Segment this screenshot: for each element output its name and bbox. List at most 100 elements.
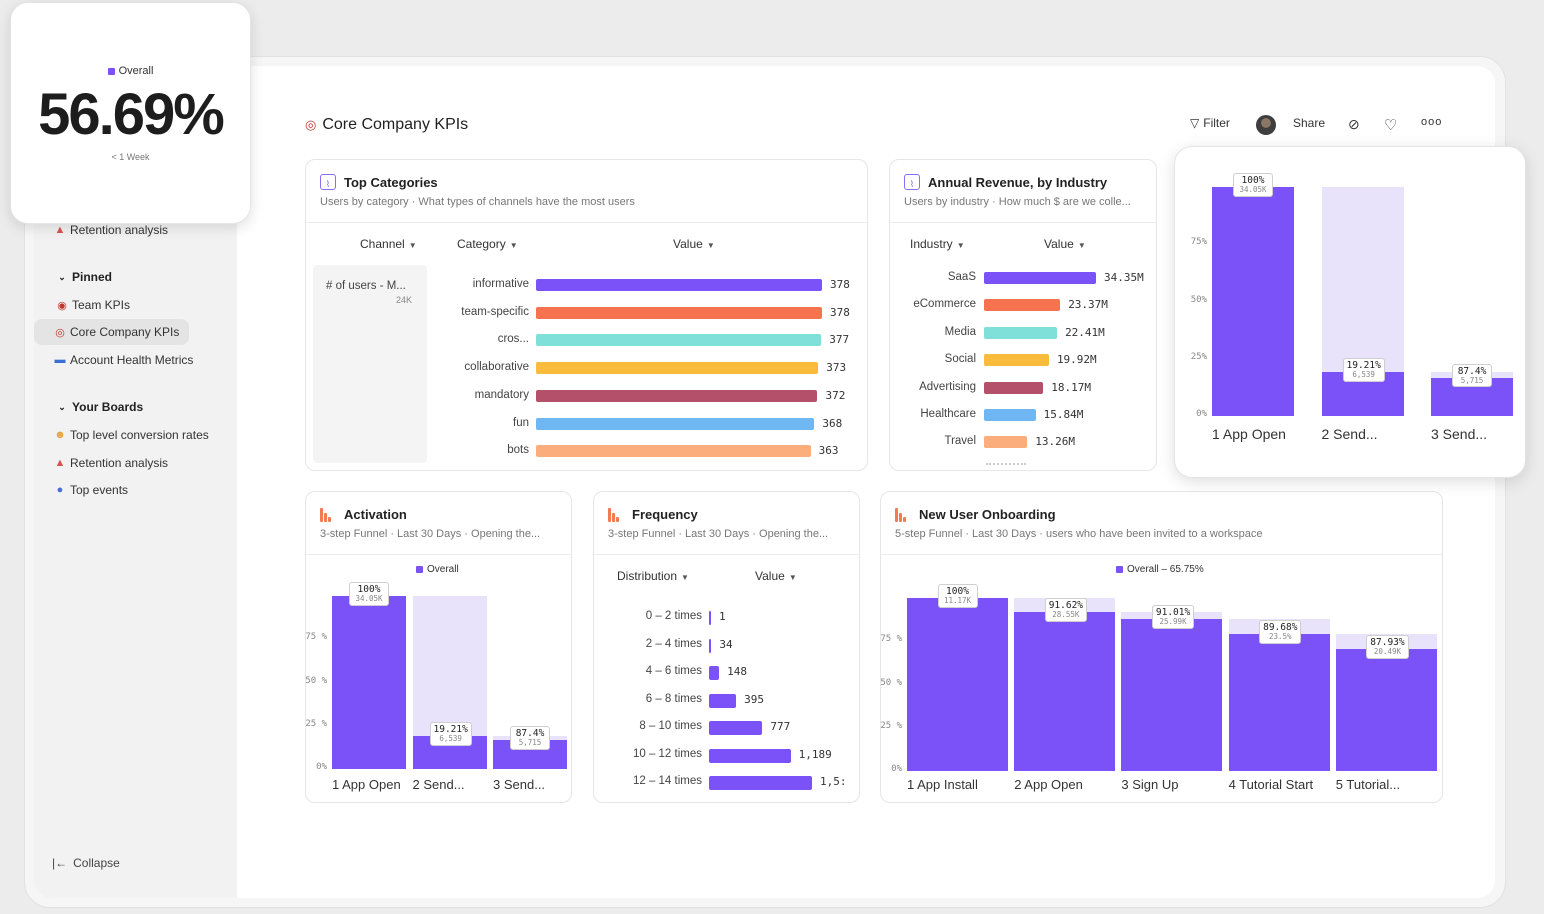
conversion-tag: 100% 34.05K bbox=[1233, 173, 1273, 197]
conversion-bar bbox=[1228, 634, 1330, 771]
card-title: Frequency bbox=[632, 506, 698, 522]
step-label: 2 App Open bbox=[1014, 777, 1083, 792]
conversion-tag: 87.93% 20.49K bbox=[1366, 634, 1409, 659]
conversion-tag: 87.4% 5,715 bbox=[1452, 363, 1492, 388]
bar bbox=[709, 721, 763, 735]
column-header-category[interactable]: Category ▼ bbox=[457, 237, 518, 251]
sidebar-item-top-events[interactable]: ● Top events bbox=[54, 483, 128, 497]
legend-swatch bbox=[107, 67, 115, 75]
bar bbox=[984, 381, 1044, 394]
sidebar-item-retention-partial[interactable]: ▲ Retention analysis bbox=[54, 223, 169, 237]
your-boards-section-toggle[interactable]: ⌄ Your Boards bbox=[56, 400, 143, 414]
column-header-value[interactable]: Value ▼ bbox=[673, 237, 715, 251]
bar-label: SaaS bbox=[947, 271, 976, 283]
heart-icon[interactable]: ♡ bbox=[1384, 117, 1398, 134]
annual-revenue-card[interactable]: ⌇ Annual Revenue, by Industry Users by i… bbox=[889, 159, 1157, 471]
sidebar-item-retention-analysis[interactable]: ▲ Retention analysis bbox=[54, 456, 169, 470]
caret-down-icon: ▼ bbox=[956, 241, 965, 250]
conversion-count: 25.99K bbox=[1159, 616, 1187, 626]
sidebar-item-account-health[interactable]: ▬ Account Health Metrics bbox=[54, 353, 194, 367]
overall-period: < 1 Week bbox=[111, 152, 150, 162]
step-label: 3 Sign Up bbox=[1121, 777, 1179, 792]
conversion-percent: 91.62% bbox=[1048, 600, 1084, 612]
bar-value: 1 bbox=[719, 610, 726, 623]
overall-legend: Overall bbox=[11, 65, 250, 77]
bar bbox=[536, 445, 811, 458]
caret-down-icon: ▼ bbox=[1077, 241, 1086, 250]
conversion-bar bbox=[907, 598, 1008, 771]
conversion-percent: 87.4% bbox=[515, 727, 545, 739]
line-chart-icon: ⌇ bbox=[320, 174, 336, 190]
bar-value: 34.35M bbox=[1104, 271, 1144, 284]
sidebar-item-team-kpis[interactable]: ◉ Team KPIs bbox=[56, 298, 130, 312]
y-tick: 50 % bbox=[880, 677, 902, 688]
conversion-count: 28.55K bbox=[1052, 610, 1080, 620]
link-icon[interactable]: ⊘ bbox=[1348, 116, 1360, 132]
conversion-tag: 91.62% 28.55K bbox=[1044, 598, 1088, 623]
bar-value: 23.37M bbox=[1068, 298, 1108, 312]
step-label: 3 Send... bbox=[493, 777, 546, 792]
bar-value: 1,5: bbox=[820, 775, 847, 788]
bar-label: mandatory bbox=[474, 388, 529, 401]
sidebar-item-label: Retention analysis bbox=[70, 223, 169, 237]
column-header-value[interactable]: Value ▼ bbox=[755, 569, 797, 583]
legend-label: Overall – 65.75% bbox=[1127, 564, 1204, 575]
card-description: 5-step Funnel · Last 30 Days · users who… bbox=[895, 528, 1263, 540]
bar-label: Advertising bbox=[919, 380, 976, 393]
y-tick: 0% bbox=[891, 764, 902, 774]
filter-button[interactable]: ▽ Filter bbox=[1190, 116, 1230, 130]
avatar[interactable] bbox=[1256, 115, 1276, 135]
card-title: Top Categories bbox=[344, 174, 438, 190]
column-header-industry[interactable]: Industry ▼ bbox=[910, 237, 965, 251]
y-tick: 75 % bbox=[305, 632, 327, 643]
conversion-percent: 100% bbox=[1241, 175, 1265, 186]
caret-down-icon: ▼ bbox=[509, 241, 518, 250]
overall-value: 56.69% bbox=[38, 82, 225, 147]
conversion-bar bbox=[1212, 187, 1294, 416]
conversion-tag: 19.21% 6,539 bbox=[429, 721, 472, 746]
bar-value: 377 bbox=[829, 333, 850, 347]
bar bbox=[984, 299, 1061, 312]
legend-label: Overall bbox=[427, 564, 459, 575]
bar bbox=[984, 272, 1096, 284]
bar-value: 34 bbox=[719, 637, 733, 651]
frequency-card[interactable]: Frequency 3-step Funnel · Last 30 Days ·… bbox=[593, 491, 860, 803]
card-header: New User Onboarding bbox=[895, 506, 1056, 522]
conversion-count: 34.05K bbox=[1239, 184, 1267, 194]
column-header-value[interactable]: Value ▼ bbox=[1044, 237, 1086, 251]
pinned-section-toggle[interactable]: ⌄ Pinned bbox=[56, 270, 112, 284]
conversion-bar bbox=[1014, 612, 1116, 771]
more-icon[interactable]: ooo bbox=[1421, 116, 1443, 128]
activation-legend: Overall bbox=[416, 564, 459, 575]
column-header-distribution[interactable]: Distribution ▼ bbox=[617, 569, 689, 583]
bar-label: 0 – 2 times bbox=[645, 610, 702, 622]
caret-down-icon: ▼ bbox=[788, 573, 797, 582]
share-button[interactable]: Share bbox=[1293, 116, 1325, 130]
bar-label: Media bbox=[944, 325, 976, 338]
column-label: Value bbox=[673, 237, 703, 251]
divider bbox=[594, 554, 859, 555]
sidebar-item-label: Account Health Metrics bbox=[70, 353, 194, 367]
card-header: Frequency bbox=[608, 506, 698, 522]
card-description: 3-step Funnel · Last 30 Days · Opening t… bbox=[608, 528, 829, 540]
bar-label: 10 – 12 times bbox=[632, 747, 702, 760]
card-title: Activation bbox=[344, 506, 407, 522]
bar bbox=[984, 354, 1049, 367]
bar-label: Healthcare bbox=[920, 408, 976, 420]
bar-value: 18.17M bbox=[1051, 380, 1091, 394]
column-label: Industry bbox=[910, 237, 953, 251]
filter-label: Filter bbox=[1203, 116, 1230, 130]
sidebar-item-label: Core Company KPIs bbox=[70, 325, 180, 339]
conversion-percent: 19.21% bbox=[433, 723, 468, 735]
conversion-percent: 89.68% bbox=[1263, 622, 1298, 634]
collapse-button[interactable]: |← Collapse bbox=[52, 856, 120, 870]
conversion-count: 6,539 bbox=[1352, 369, 1375, 379]
caret-down-icon: ▼ bbox=[681, 573, 689, 582]
onboarding-legend: Overall – 65.75% bbox=[1116, 564, 1204, 575]
bar bbox=[709, 666, 720, 680]
column-header-channel[interactable]: Channel ▼ bbox=[360, 237, 417, 251]
share-label: Share bbox=[1293, 116, 1326, 130]
sidebar-item-top-level-conversion[interactable]: ☻ Top level conversion rates bbox=[54, 428, 209, 442]
sidebar-item-core-company-kpis[interactable]: ◎ Core Company KPIs bbox=[34, 319, 190, 345]
bar-label: 8 – 10 times bbox=[639, 720, 702, 732]
